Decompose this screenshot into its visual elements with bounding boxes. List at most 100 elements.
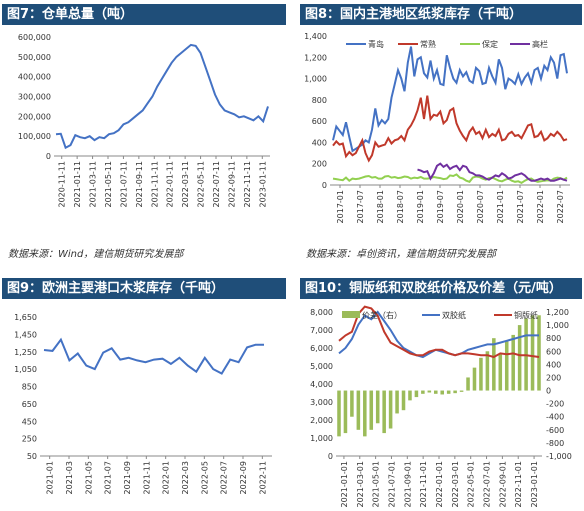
chart9-xtick-label: 2022-03 [181, 461, 190, 494]
chart8-xtick-label: 2022-07 [556, 190, 565, 223]
chart10-right-ytick-label: 0 [546, 387, 551, 396]
chart8-series-1-line [332, 95, 568, 163]
chart9-ytick-label: 50 [27, 452, 37, 461]
chart10-xtick-label: 2021-05-01 [372, 461, 381, 508]
chart10-spread-bar [504, 341, 509, 391]
chart10-spread-bar [479, 357, 483, 391]
chart10-right-ytick-label: 1,200 [546, 308, 569, 317]
chart10-left-ytick-label: 0 [328, 452, 333, 461]
chart10-spread-bar [517, 325, 522, 391]
chart7-xtick-label: 2022-05-11 [197, 161, 206, 208]
chart8-ytick-label: 800 [312, 96, 327, 105]
chart10-spread-bar [408, 390, 412, 401]
chart10-spread-bar [369, 390, 374, 430]
chart10-right-ytick-label: -400 [546, 413, 564, 422]
chart10-plot: 0 1,000 2,000 3,000 4,000 5,000 6,000 7,000 8,00… [310, 305, 572, 508]
chart7-xtick-label: 2022-11-11 [243, 161, 252, 208]
chart10-spread-bar [350, 390, 354, 417]
chart7-xtick-label: 2021-05-11 [104, 161, 113, 208]
chart10-legend-label: 双胶纸 [442, 310, 466, 320]
chart10-xtick-label: 2021-03-01 [356, 461, 365, 508]
chart9-xtick-label: 2022-11 [258, 461, 267, 494]
chart10-xtick-label: 2021-07-01 [387, 461, 396, 508]
chart9-ytick-label: 850 [22, 383, 37, 392]
chart10-spread-bar [382, 390, 386, 434]
chart7-ytick-label: 100,000 [18, 132, 51, 141]
chart10-spread-bar [453, 390, 457, 394]
chart9-xtick-label: 2021-03 [65, 461, 74, 494]
chart8-xtick-label: 2021-01 [496, 190, 505, 223]
chart10-xtick-label: 2021-01-01 [340, 461, 349, 508]
chart10-spread-bar [530, 315, 535, 391]
chart10-right-ytick-label: 1,000 [546, 321, 569, 330]
chart7-xtick-label: 2022-03-11 [181, 161, 190, 208]
chart10-spread-bar [472, 367, 477, 391]
chart9-xtick-label: 2022-01 [162, 461, 171, 494]
chart10-spread-bar [401, 390, 406, 411]
chart10-xtick-label: 2021-11-01 [419, 461, 428, 508]
chart7-series-line [55, 43, 269, 150]
chart10-left-ytick-label: 3,000 [310, 398, 333, 407]
chart7-xtick-label: 2021-03-11 [89, 161, 98, 208]
chart9-ytick-label: 1,050 [14, 365, 37, 374]
chart10-spread-bar [537, 315, 541, 391]
chart10-spread-bar [388, 390, 393, 429]
chart10-left-ytick-label: 4,000 [310, 380, 333, 389]
chart7-source: 数据来源：Wind，建信期货研究发展部 [8, 249, 184, 260]
chart8-xtick-label: 2019-01 [416, 190, 425, 223]
chart9-xtick-label: 2021-11 [142, 461, 151, 494]
chart8-series-0-line [332, 46, 568, 153]
chart8-ytick-label: 1,000 [304, 75, 327, 84]
chart10-spread-bar [343, 390, 348, 434]
chart8-series-3-line [417, 162, 568, 182]
chart10-spread-bar [446, 390, 451, 394]
chart9-xtick-label: 2022-07 [220, 461, 229, 494]
chart10-xtick-label: 2022-09-01 [498, 461, 507, 508]
chart8-xtick-label: 2018-07 [396, 190, 405, 223]
chart7-xtick-label: 2021-11-11 [150, 161, 159, 208]
chart10-left-ytick-label: 6,000 [310, 344, 333, 353]
chart7-ytick-label: 200,000 [18, 112, 51, 121]
chart10-spread-bar [421, 390, 425, 394]
chart8-legend-label: 保定 [482, 39, 498, 49]
chart8-xtick-label: 2017-07 [356, 190, 365, 223]
chart8-xtick-label: 2019-07 [436, 190, 445, 223]
chart9-plot: 50 250 450 650 850 1,050 1,250 1,450 1,650 2021-0… [14, 313, 272, 494]
chart10-spread-bar [434, 390, 438, 394]
chart7-plot: 0 100,000 200,000 300,000 400,000 500,000 600,… [18, 33, 270, 208]
chart7-xtick-label: 2021-09-11 [135, 161, 144, 208]
chart8-plot: 0 200 400 600 800 1,000 1,200 1,400 2017-01 2017-… [304, 32, 570, 223]
chart8-ytick-label: 1,400 [304, 32, 327, 41]
chart10-left-ytick-label: 1,000 [310, 434, 333, 443]
chart10-spread-bar [459, 390, 464, 392]
chart10-xtick-label: 2023-01-01 [530, 461, 539, 508]
chart10-spread-bar [440, 390, 444, 395]
chart7-xtick-label: 2022-07-11 [212, 161, 221, 208]
chart9-series-line [43, 337, 264, 375]
chart10-right-ytick-label: 800 [546, 334, 561, 343]
chart9-xtick-label: 2022-09 [239, 461, 248, 494]
chart10-spread-bar [363, 390, 367, 437]
chart10-xtick-label: 2022-07-01 [483, 461, 492, 508]
chart10-left-ytick-label: 8,000 [310, 308, 333, 317]
chart7-xtick-label: 2022-09-11 [227, 161, 236, 208]
chart10-xtick-label: 2022-01-01 [435, 461, 444, 508]
chart7-title: 图7：仓单总量（吨） [2, 4, 286, 25]
chart9-title: 图9：欧洲主要港口木浆库存（千吨） [2, 278, 286, 299]
chart8-xtick-label: 2020-01 [456, 190, 465, 223]
chart10-left-ytick-label: 7,000 [310, 326, 333, 335]
chart10-title: 图10：铜版纸和双胶纸价格及价差（元/吨） [300, 278, 582, 299]
chart10-spread-bar [466, 377, 470, 391]
chart9-ytick-label: 450 [22, 417, 37, 426]
chart10-xtick-label: 2021-09-01 [403, 461, 412, 508]
chart9-xtick-label: 2022-05 [200, 461, 209, 494]
chart10-left-ytick-label: 2,000 [310, 416, 333, 425]
chart8-xtick-label: 2021-07 [516, 190, 525, 223]
chart10-xtick-label: 2022-05-01 [467, 461, 476, 508]
chart10-right-ytick-label: -200 [546, 400, 564, 409]
chart9-ytick-label: 1,250 [14, 348, 37, 357]
chart9-xtick-label: 2021-05 [84, 461, 93, 494]
chart8-ytick-label: 400 [312, 138, 327, 147]
chart10-right-ytick-label: -1,000 [546, 452, 572, 461]
chart9-xtick-label: 2021-01 [46, 461, 55, 494]
